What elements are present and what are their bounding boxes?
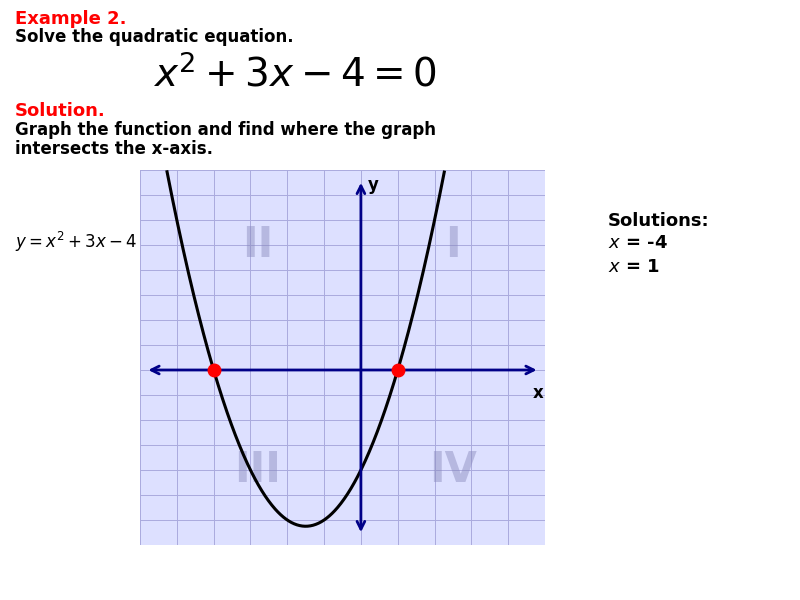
Text: Graph the function and find where the graph: Graph the function and find where the gr…: [15, 121, 436, 139]
Text: Solutions:: Solutions:: [608, 212, 710, 230]
Text: I: I: [445, 224, 461, 266]
Text: II: II: [242, 224, 274, 266]
Text: IV: IV: [429, 449, 477, 491]
Text: Solve the quadratic equation.: Solve the quadratic equation.: [15, 28, 294, 46]
Text: intersects the x-axis.: intersects the x-axis.: [15, 140, 213, 158]
Text: $\mathit{y} = \mathit{x}^{2} + 3\mathit{x} - 4$: $\mathit{y} = \mathit{x}^{2} + 3\mathit{…: [15, 230, 137, 254]
Text: $\mathit{x}^{2} + 3\mathit{x} - 4 = 0$: $\mathit{x}^{2} + 3\mathit{x} - 4 = 0$: [153, 55, 437, 95]
Text: $\mathit{x}$ = -4: $\mathit{x}$ = -4: [608, 234, 668, 252]
Text: Solution.: Solution.: [15, 102, 106, 120]
Text: x: x: [533, 384, 543, 402]
Text: Example 2.: Example 2.: [15, 10, 126, 28]
Text: y: y: [368, 176, 379, 194]
Text: III: III: [234, 449, 282, 491]
Text: $\mathit{x}$ = 1: $\mathit{x}$ = 1: [608, 258, 660, 276]
